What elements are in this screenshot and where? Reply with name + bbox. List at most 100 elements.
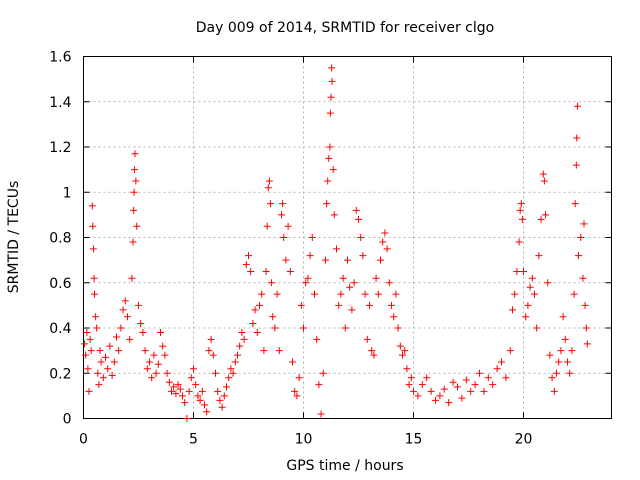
data-point <box>377 256 384 264</box>
data-point <box>262 267 270 275</box>
data-point <box>350 279 358 287</box>
data-point <box>323 200 331 208</box>
data-point <box>561 335 569 343</box>
data-point <box>573 134 581 142</box>
data-point <box>427 387 435 395</box>
data-point <box>225 374 233 382</box>
data-point <box>513 267 521 275</box>
data-point <box>325 154 333 162</box>
data-point <box>143 365 151 373</box>
data-point <box>212 369 219 377</box>
data-point <box>526 283 534 291</box>
data-point <box>489 381 497 389</box>
data-point <box>279 200 287 208</box>
data-point <box>245 252 252 260</box>
data-point <box>445 399 453 407</box>
data-point <box>286 267 294 275</box>
data-point <box>330 211 338 219</box>
data-point <box>185 387 193 395</box>
data-point <box>517 200 525 208</box>
data-point <box>130 206 138 214</box>
data-point <box>231 358 239 366</box>
data-point <box>236 342 244 350</box>
data-point <box>91 290 98 298</box>
data-point <box>328 77 336 85</box>
data-point <box>88 202 96 210</box>
y-tick-label: 0.8 <box>49 231 71 247</box>
data-point <box>300 324 307 332</box>
data-point <box>92 313 100 321</box>
y-tick-label: 0.4 <box>49 321 71 337</box>
data-point <box>168 387 175 395</box>
data-point <box>203 408 211 416</box>
data-point <box>506 347 514 355</box>
data-point <box>564 358 571 366</box>
x-tick-label: 15 <box>405 432 423 448</box>
data-point <box>227 365 235 373</box>
data-point <box>414 392 422 400</box>
data-point <box>531 290 538 298</box>
x-tick-label: 0 <box>79 432 88 448</box>
data-point <box>368 347 376 355</box>
data-point <box>170 383 178 391</box>
data-point <box>399 351 406 359</box>
data-point <box>322 256 329 264</box>
data-point <box>575 252 582 260</box>
data-point <box>209 351 217 359</box>
data-point <box>319 369 327 377</box>
data-point <box>161 351 169 359</box>
data-point <box>133 222 141 230</box>
data-point <box>355 215 362 223</box>
data-point <box>150 351 158 359</box>
data-point <box>390 313 398 321</box>
data-point <box>176 385 184 393</box>
data-point <box>498 358 505 366</box>
data-point <box>403 365 411 373</box>
data-point <box>87 347 95 355</box>
data-point <box>571 200 579 208</box>
data-point <box>83 329 91 337</box>
data-point <box>522 313 530 321</box>
data-point <box>89 245 97 253</box>
data-point <box>192 381 200 389</box>
y-axis-label: SRMTID / TECUs <box>6 181 22 294</box>
data-point <box>198 387 206 395</box>
data-point <box>379 238 387 246</box>
data-point <box>135 301 142 309</box>
data-point <box>271 324 279 332</box>
data-point <box>131 166 139 174</box>
data-point <box>392 290 400 298</box>
data-point <box>511 290 519 298</box>
y-tick-label: 1 <box>63 185 72 201</box>
data-point <box>436 392 444 400</box>
data-point <box>401 347 409 355</box>
data-point <box>115 347 123 355</box>
data-point <box>194 392 202 400</box>
data-point <box>152 369 160 377</box>
data-point <box>357 234 365 241</box>
data-point <box>537 215 545 223</box>
data-point <box>493 365 501 373</box>
data-point <box>324 177 332 185</box>
data-point <box>335 301 343 309</box>
data-point <box>293 392 301 400</box>
data-point <box>582 324 590 332</box>
data-point <box>326 109 334 117</box>
data-point <box>372 274 380 282</box>
data-point <box>234 351 241 359</box>
x-tick-label: 20 <box>515 432 533 448</box>
data-point <box>327 93 335 101</box>
axis-ticks <box>83 56 612 419</box>
data-point <box>128 274 136 282</box>
data-point <box>568 347 576 355</box>
x-axis-label: GPS time / hours <box>286 458 403 474</box>
data-point <box>269 313 277 321</box>
data-point <box>542 211 549 219</box>
data-point <box>557 347 565 355</box>
data-point <box>159 342 167 350</box>
data-point <box>201 401 208 409</box>
data-point <box>515 238 523 246</box>
data-point <box>580 220 588 228</box>
data-point <box>559 313 567 321</box>
data-point <box>223 383 230 391</box>
